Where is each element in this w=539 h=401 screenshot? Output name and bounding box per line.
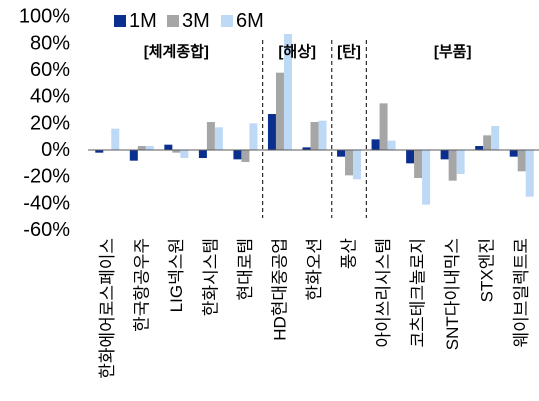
plot-area: 100% 80% 60% 40% 20% 0% -20% -40% -60% 한화에어로스페이스 한… [19, 6, 539, 379]
legend-swatch-6m [221, 15, 233, 27]
y-tick-label: 20% [30, 112, 70, 134]
legend-label-6m: 6M [236, 10, 264, 32]
bar-3m-9 [379, 103, 388, 151]
legend-label-1m: 1M [129, 10, 157, 32]
x-category-label-5: 현대로템 [236, 238, 255, 301]
bar-6m-13 [525, 150, 534, 197]
bar-6m-3 [180, 150, 189, 159]
x-category-label-3: LIG넥스원 [167, 238, 186, 312]
bar-6m-7 [318, 120, 327, 151]
bar-6m-12 [491, 126, 500, 151]
bar-3m-5 [241, 150, 250, 163]
legend-swatch-1m [114, 15, 126, 27]
bar-1m-4 [198, 150, 207, 159]
bar-3m-4 [206, 122, 215, 151]
bar-3m-7 [310, 122, 319, 151]
legend-swatch-3m [167, 15, 179, 27]
bar-3m-11 [448, 150, 457, 181]
bar-1m-11 [440, 150, 449, 160]
x-category-label-8: 풍산 [340, 238, 359, 270]
x-category-label-9: 아이쓰리시스템 [374, 238, 393, 347]
bar-1m-6 [267, 114, 276, 151]
bar-6m-9 [387, 140, 396, 151]
bar-3m-2 [137, 146, 146, 151]
group-label-1: [체계종합] [144, 44, 209, 61]
bar-1m-5 [233, 150, 242, 160]
bar-6m-11 [456, 150, 465, 175]
bar-3m-10 [414, 150, 423, 179]
bar-1m-7 [302, 147, 311, 151]
legend: 1M 3M 6M [114, 10, 264, 32]
x-category-label-11: SNT다이내믹스 [443, 238, 462, 350]
bar-6m-1 [111, 128, 120, 151]
y-tick-label: 80% [30, 32, 70, 54]
x-category-label-1: 한화에어로스페이스 [98, 238, 117, 379]
bar-6m-6 [283, 34, 292, 151]
group-label-3: [탄] [337, 44, 361, 61]
x-category-label-4: 한화시스템 [201, 238, 220, 316]
x-category-label-7: 한화오션 [305, 238, 324, 301]
group-label-2: [해상] [278, 44, 316, 61]
bar-1m-13 [509, 150, 518, 157]
y-tick-label: 0% [41, 139, 70, 161]
y-tick-label: -40% [23, 192, 70, 214]
bar-6m-10 [422, 150, 431, 205]
bar-3m-3 [172, 150, 181, 153]
y-tick-label: 100% [19, 6, 70, 28]
bar-1m-9 [371, 139, 380, 151]
x-category-label-6: HD현대중공업 [270, 238, 289, 341]
bar-1m-2 [129, 150, 138, 161]
bar-6m-4 [214, 127, 223, 151]
bar-1m-12 [475, 146, 484, 151]
x-category-label-12: STX엔진 [478, 238, 497, 302]
bar-1m-8 [337, 150, 346, 157]
y-tick-label: 60% [30, 59, 70, 81]
bar-6m-2 [145, 146, 154, 151]
x-category-label-13: 웨이브일렉트로 [512, 238, 531, 347]
bar-6m-5 [249, 123, 258, 151]
bar-1m-1 [95, 150, 104, 153]
bar-3m-12 [483, 135, 492, 151]
bar-3m-13 [517, 150, 526, 172]
group-label-4: [부품] [434, 44, 472, 61]
y-tick-label: -60% [23, 219, 70, 241]
bar-6m-8 [353, 150, 362, 180]
legend-label-3m: 3M [182, 10, 210, 32]
x-category-label-2: 한국항공우주 [132, 238, 151, 332]
y-tick-label: 40% [30, 86, 70, 108]
bar-1m-3 [164, 144, 173, 151]
bar-3m-6 [275, 72, 284, 151]
bar-3m-8 [345, 150, 354, 176]
y-tick-label: -20% [23, 166, 70, 188]
bar-1m-10 [406, 150, 415, 164]
x-category-label-10: 코츠테크놀로지 [409, 238, 428, 347]
